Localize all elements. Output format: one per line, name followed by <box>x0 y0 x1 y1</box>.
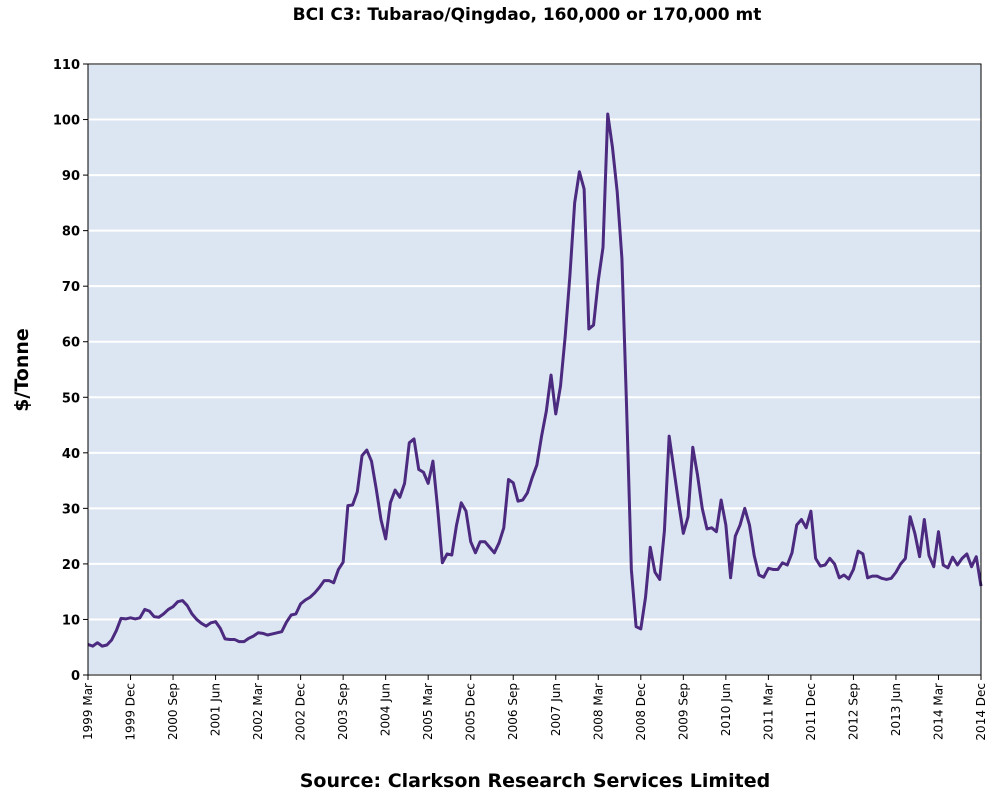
y-tick-label: 10 <box>62 613 80 628</box>
x-tick-label: 2006 Sep <box>506 683 520 740</box>
x-tick-label: 2002 Dec <box>294 683 308 741</box>
x-tick-label: 1999 Dec <box>124 683 138 741</box>
x-tick-label: 1999 Mar <box>81 683 95 740</box>
x-tick-label: 2009 Sep <box>676 683 690 740</box>
x-tick-label: 2012 Sep <box>846 683 860 740</box>
x-tick-label: 2011 Dec <box>804 683 818 741</box>
x-tick-label: 2007 Jun <box>549 683 563 736</box>
x-tick-label: 2005 Mar <box>421 683 435 740</box>
y-tick-label: 100 <box>53 114 80 129</box>
y-tick-label: 20 <box>62 558 80 573</box>
x-tick-label: 2014 Dec <box>974 683 988 741</box>
x-tick-label: 2002 Mar <box>251 683 265 740</box>
x-tick-label: 2000 Sep <box>166 683 180 740</box>
chart-title: BCI C3: Tubarao/Qingdao, 160,000 or 170,… <box>293 5 762 25</box>
y-tick-label: 80 <box>62 225 80 240</box>
y-tick-label: 50 <box>62 391 80 406</box>
x-tick-label: 2013 Jun <box>889 683 903 736</box>
y-axis-label: $/Tonne <box>11 328 33 412</box>
x-tick-label: 2003 Sep <box>336 683 350 740</box>
y-tick-label: 40 <box>62 447 80 462</box>
x-tick-label: 2008 Dec <box>634 683 648 741</box>
x-tick-label: 2001 Jun <box>209 683 223 736</box>
y-tick-label: 70 <box>62 280 80 295</box>
x-tick-label: 2010 Jun <box>719 683 733 736</box>
y-tick-label: 0 <box>71 669 80 684</box>
x-tick-label: 2008 Mar <box>591 683 605 740</box>
y-tick-label: 90 <box>62 169 80 184</box>
plot-area <box>87 63 982 676</box>
x-tick-label: 2011 Mar <box>761 683 775 740</box>
data-line <box>87 112 983 648</box>
y-tick-label: 60 <box>62 336 80 351</box>
plot-border <box>87 63 982 676</box>
y-tick-label: 110 <box>53 58 80 73</box>
x-tick-label: 2005 Dec <box>464 683 478 741</box>
x-tick-label: 2014 Mar <box>931 683 945 740</box>
source-note: Source: Clarkson Research Services Limit… <box>300 770 771 792</box>
x-tick-label: 2004 Jun <box>379 683 393 736</box>
y-tick-label: 30 <box>62 502 80 517</box>
